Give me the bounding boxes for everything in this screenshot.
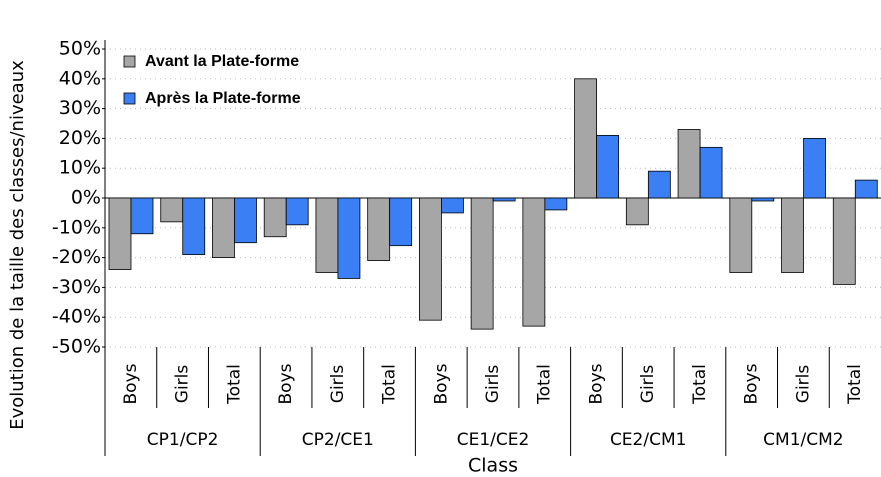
bar bbox=[418, 197, 442, 321]
x-axis-label: Class bbox=[468, 455, 518, 477]
bar bbox=[182, 197, 206, 256]
y-tick-label: 40% bbox=[59, 67, 101, 89]
bar bbox=[751, 197, 775, 202]
y-tick-label: -40% bbox=[52, 306, 101, 328]
group-label: CM1/CM2 bbox=[763, 430, 843, 450]
y-tick-label: -20% bbox=[52, 246, 101, 268]
group-label: CP2/CE1 bbox=[302, 430, 374, 450]
bar bbox=[470, 197, 494, 330]
bar bbox=[492, 197, 516, 202]
x-tick-label: Girls bbox=[483, 365, 503, 404]
x-tick-label: Girls bbox=[638, 365, 658, 404]
x-tick-label: Total bbox=[380, 364, 400, 405]
legend-label: Après la Plate-forme bbox=[145, 90, 301, 107]
bar bbox=[440, 197, 464, 214]
x-tick-label: Girls bbox=[173, 365, 193, 404]
bar bbox=[832, 197, 856, 285]
x-tick-label: Boys bbox=[431, 363, 451, 404]
y-tick-label: -10% bbox=[52, 216, 101, 238]
x-tick-label: Boys bbox=[586, 363, 606, 404]
x-tick-label: Total bbox=[535, 364, 555, 405]
bar bbox=[234, 197, 257, 244]
x-tick-label: Boys bbox=[276, 363, 296, 404]
bar bbox=[212, 197, 235, 258]
x-tick-label: Boys bbox=[742, 363, 762, 404]
bar bbox=[315, 197, 339, 273]
bar bbox=[803, 137, 826, 199]
x-tick-label: Total bbox=[845, 364, 865, 405]
bar bbox=[285, 197, 309, 226]
group-label: CE2/CM1 bbox=[610, 430, 687, 450]
bar bbox=[263, 197, 287, 238]
bar bbox=[677, 129, 701, 199]
bar bbox=[647, 170, 671, 199]
y-tick-label: 10% bbox=[59, 157, 101, 179]
x-tick-label: Boys bbox=[121, 363, 141, 404]
bar bbox=[130, 197, 154, 235]
bar bbox=[574, 78, 597, 199]
bar bbox=[544, 197, 568, 211]
bar bbox=[625, 197, 649, 226]
y-tick-label: 0% bbox=[71, 187, 101, 209]
y-axis-label: Evolution de la taille des classes/nivea… bbox=[7, 60, 28, 430]
y-tick-label: -50% bbox=[52, 336, 101, 358]
y-tick-label: 30% bbox=[59, 97, 101, 119]
legend-swatch bbox=[123, 92, 136, 105]
x-tick-label: Total bbox=[690, 364, 710, 405]
bar bbox=[781, 197, 804, 273]
legend-swatch bbox=[123, 55, 136, 68]
bar bbox=[522, 197, 546, 327]
bar bbox=[854, 179, 878, 199]
bar bbox=[337, 197, 361, 279]
x-tick-label: Girls bbox=[793, 365, 813, 404]
bar bbox=[596, 135, 619, 199]
y-tick-label: -30% bbox=[52, 276, 101, 298]
group-label: CP1/CP2 bbox=[147, 430, 219, 450]
x-tick-label: Girls bbox=[328, 365, 348, 404]
bar bbox=[367, 197, 391, 261]
x-tick-label: Total bbox=[224, 364, 244, 405]
legend-label: Avant la Plate-forme bbox=[145, 53, 299, 70]
bar bbox=[729, 197, 753, 273]
bar bbox=[160, 197, 184, 223]
bar bbox=[699, 146, 723, 199]
bar bbox=[108, 197, 132, 270]
y-tick-label: 20% bbox=[59, 127, 101, 149]
y-tick-label: 50% bbox=[59, 38, 101, 60]
bar bbox=[389, 197, 413, 247]
group-label: CE1/CE2 bbox=[457, 430, 530, 450]
